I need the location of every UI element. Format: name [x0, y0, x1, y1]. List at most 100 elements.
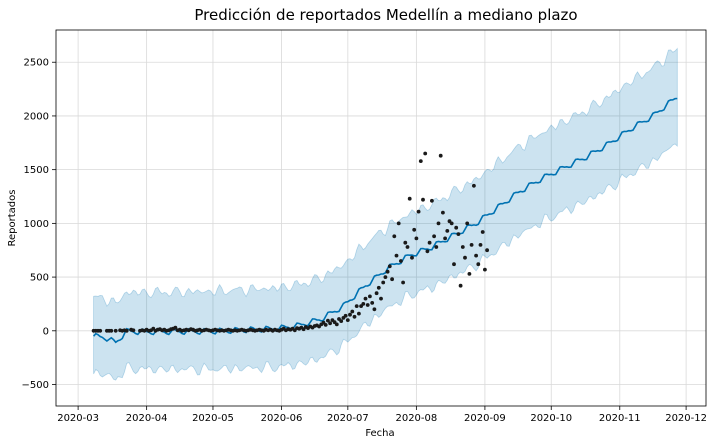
observed-point — [109, 328, 114, 333]
x-tick-label: 2020-11 — [599, 413, 641, 424]
observed-point — [410, 255, 414, 260]
observed-point — [449, 221, 454, 226]
observed-point — [403, 240, 408, 245]
observed-point — [392, 234, 397, 239]
observed-point — [445, 229, 450, 233]
y-tick-label: 2000 — [24, 111, 49, 122]
observed-point — [463, 255, 467, 260]
observed-point — [478, 243, 483, 247]
observed-point — [363, 296, 368, 301]
observed-point — [372, 307, 377, 312]
observed-point — [456, 232, 461, 237]
y-axis-ticks: −500 0 500 1000 1500 2000 2500 — [22, 58, 56, 391]
observed-point — [323, 323, 328, 327]
observed-point — [483, 267, 487, 272]
y-tick-label: 0 — [43, 326, 49, 337]
observed-point — [472, 183, 476, 188]
observed-point — [436, 221, 441, 226]
observed-point — [352, 314, 357, 319]
observed-point — [414, 236, 419, 241]
observed-point — [383, 275, 388, 279]
observed-point — [412, 227, 417, 232]
observed-point — [405, 245, 410, 249]
observed-point — [376, 285, 381, 290]
observed-point — [328, 321, 332, 326]
observed-point — [361, 302, 366, 306]
observed-point — [443, 236, 447, 241]
observed-point — [485, 248, 489, 253]
observed-point — [476, 262, 481, 267]
observed-point — [334, 322, 339, 327]
observed-point — [343, 313, 348, 318]
observed-point — [339, 319, 344, 323]
y-tick-label: −500 — [22, 380, 49, 391]
uncertainty-band — [93, 47, 678, 381]
observed-point — [396, 221, 401, 226]
observed-point — [452, 262, 456, 267]
observed-point — [427, 240, 432, 245]
observed-point — [354, 304, 359, 308]
x-tick-label: 2020-04 — [126, 413, 168, 424]
observed-point — [357, 311, 361, 316]
observed-point — [348, 312, 352, 317]
x-tick-label: 2020-08 — [395, 413, 437, 424]
observed-point — [98, 328, 103, 333]
y-tick-label: 1500 — [24, 165, 49, 176]
observed-point — [401, 280, 405, 285]
observed-point — [390, 277, 394, 282]
observed-point — [460, 245, 465, 249]
observed-point — [430, 198, 434, 203]
y-tick-label: 500 — [30, 273, 49, 284]
x-axis-label: Fecha — [365, 428, 394, 439]
observed-point — [399, 259, 403, 263]
observed-point — [368, 294, 372, 299]
observed-point — [438, 153, 443, 158]
x-tick-label: 2020-07 — [327, 413, 369, 424]
observed-point — [381, 280, 386, 285]
observed-point — [173, 325, 178, 330]
observed-point — [434, 245, 439, 249]
observed-point — [379, 296, 383, 301]
observed-point — [467, 272, 472, 276]
observed-point — [113, 328, 118, 333]
observed-point — [458, 283, 463, 288]
chart-title: Predicción de reportados Medellín a medi… — [194, 6, 577, 24]
x-tick-label: 2020-12 — [665, 413, 707, 424]
observed-point — [374, 291, 379, 296]
observed-point — [441, 210, 445, 215]
observed-point — [385, 269, 390, 274]
observed-point — [387, 264, 392, 269]
observed-point — [131, 328, 136, 333]
observed-point — [326, 318, 330, 323]
observed-point — [423, 151, 428, 156]
plot-frame — [55, 29, 707, 407]
observed-point — [418, 159, 423, 164]
observed-point — [432, 234, 436, 239]
x-tick-label: 2020-06 — [261, 413, 303, 424]
observed-point — [425, 249, 430, 254]
x-tick-label: 2020-03 — [57, 413, 99, 424]
observed-point — [469, 243, 474, 247]
observed-point — [365, 303, 370, 307]
observed-point — [416, 209, 421, 214]
observed-point — [407, 196, 412, 201]
observed-point — [421, 197, 425, 202]
observed-point — [345, 318, 350, 322]
observed-point — [454, 225, 459, 230]
observed-point — [480, 230, 485, 234]
x-tick-label: 2020-09 — [464, 413, 506, 424]
x-tick-label: 2020-10 — [530, 413, 572, 424]
x-axis-ticks: 2020-03 2020-04 2020-05 2020-06 2020-07 2020-… — [57, 406, 707, 424]
observed-points — [91, 151, 489, 333]
observed-point — [474, 253, 478, 258]
y-tick-label: 1000 — [24, 219, 49, 230]
observed-point — [350, 309, 355, 314]
observed-point — [465, 221, 470, 226]
observed-point — [124, 328, 129, 333]
y-tick-label: 2500 — [24, 58, 49, 69]
observed-point — [394, 253, 399, 258]
observed-point — [370, 301, 375, 305]
x-tick-label: 2020-05 — [192, 413, 234, 424]
y-axis-label: Reportados — [7, 190, 18, 247]
